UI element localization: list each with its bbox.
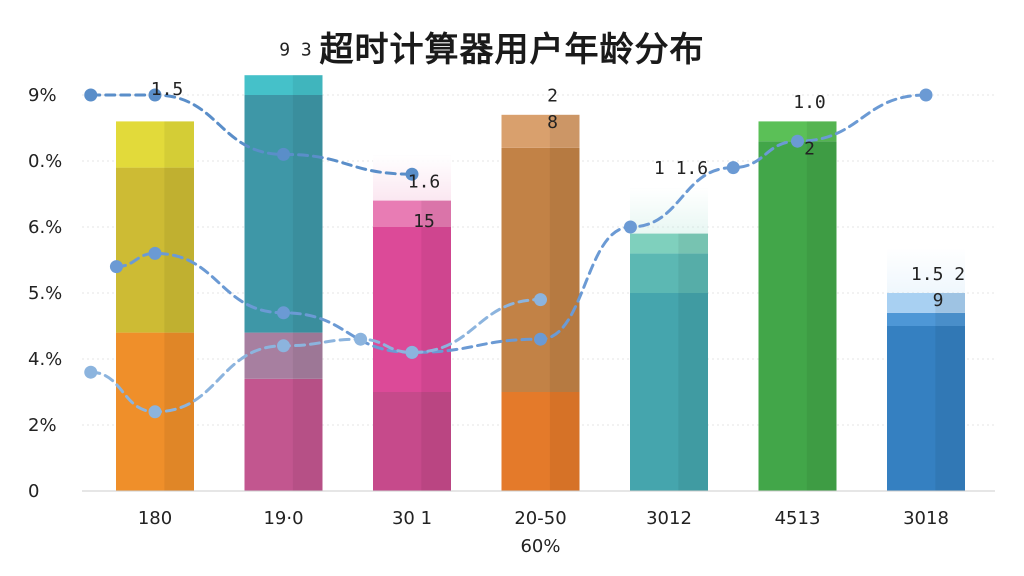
y-tick-label: 6.% xyxy=(28,217,62,238)
bar-shade xyxy=(806,141,837,491)
chart-title: 超时计算器用户年龄分布 xyxy=(319,30,705,70)
series-point xyxy=(405,345,419,359)
series-point xyxy=(726,161,740,175)
data-label: 1.0 xyxy=(793,92,826,113)
bar-shade xyxy=(164,167,194,333)
bar-segment xyxy=(244,95,323,333)
data-label: 1.6 xyxy=(408,171,441,192)
series-line xyxy=(89,298,542,414)
bar-segment xyxy=(887,312,965,326)
x-tick-label: 19·0 xyxy=(263,508,303,529)
bar-shade xyxy=(421,392,451,491)
data-label: 9 xyxy=(933,290,944,311)
data-label: 15 xyxy=(413,211,435,232)
x-extra-label: 60% xyxy=(520,536,560,557)
x-tick-label: 3018 xyxy=(903,508,949,529)
bar-segment xyxy=(758,121,837,142)
bar-segment xyxy=(887,326,965,491)
bar-shade xyxy=(292,378,323,491)
bar-segment xyxy=(501,114,580,148)
bar-shade xyxy=(292,95,323,333)
series-point xyxy=(354,332,368,346)
bar-segment xyxy=(244,378,323,491)
x-tick-label: 20-50 xyxy=(514,508,566,529)
series-point xyxy=(791,134,804,148)
x-tick-label: 180 xyxy=(138,508,172,529)
data-label: 1 1.6 xyxy=(654,158,708,179)
data-label: 1.5 xyxy=(151,79,184,100)
series-point xyxy=(534,332,547,346)
data-label: 2 xyxy=(547,86,558,107)
series-point xyxy=(277,147,290,161)
bar-segment xyxy=(501,147,580,392)
data-label: 9 3 xyxy=(279,39,312,60)
series-line xyxy=(89,93,414,176)
bar-shade xyxy=(935,312,965,326)
bar-shade xyxy=(421,227,451,392)
bar-shade xyxy=(292,332,323,379)
data-label: 1.5 2 xyxy=(911,264,965,285)
y-tick-label: 0 xyxy=(28,481,39,502)
bar-shade xyxy=(678,233,708,254)
y-tick-label: 4.% xyxy=(28,349,62,370)
series-point xyxy=(84,88,98,102)
bar-shade xyxy=(549,147,580,392)
x-tick-label: 4513 xyxy=(775,508,821,529)
bar-segment xyxy=(887,293,965,313)
bar-shade xyxy=(421,200,451,227)
series-point xyxy=(148,246,162,260)
series-line xyxy=(114,93,928,354)
bar-shade xyxy=(678,253,708,293)
bar-shade xyxy=(935,326,965,491)
bar-shade xyxy=(164,121,194,168)
series-point xyxy=(148,88,162,102)
y-tick-label: 0.% xyxy=(28,151,62,172)
y-tick-label: 9% xyxy=(28,85,57,106)
x-tick-label: 3012 xyxy=(646,508,692,529)
series-point xyxy=(148,405,162,419)
bar-segment xyxy=(373,227,451,392)
bar-segment xyxy=(116,121,194,168)
bar-segment xyxy=(373,200,451,227)
series-point xyxy=(84,365,98,379)
series-point xyxy=(109,260,123,274)
bar-shade xyxy=(549,392,580,491)
y-tick-label: 5.% xyxy=(28,283,62,304)
y-tick-label: 2% xyxy=(28,415,57,436)
series-point xyxy=(919,88,933,102)
data-label: 8 xyxy=(547,112,558,133)
bar-segment xyxy=(373,392,451,491)
bar-segment xyxy=(630,293,708,491)
bar-segment xyxy=(244,75,323,95)
bar-shade xyxy=(935,293,965,313)
bar-segment xyxy=(758,141,837,491)
bar-shade xyxy=(678,293,708,491)
bar-segment xyxy=(501,392,580,491)
x-tick-label: 30 1 xyxy=(392,508,432,529)
data-label: 2 xyxy=(804,138,815,159)
bar-shade xyxy=(549,114,580,148)
bar-segment xyxy=(630,233,708,254)
bar-segment xyxy=(630,253,708,293)
series-point xyxy=(623,220,637,234)
bar-ghost-fade xyxy=(887,248,965,293)
series-point xyxy=(277,339,290,353)
series-point xyxy=(534,293,547,307)
bar-shade xyxy=(292,75,323,95)
series-point xyxy=(277,306,290,320)
series-point xyxy=(405,167,419,181)
